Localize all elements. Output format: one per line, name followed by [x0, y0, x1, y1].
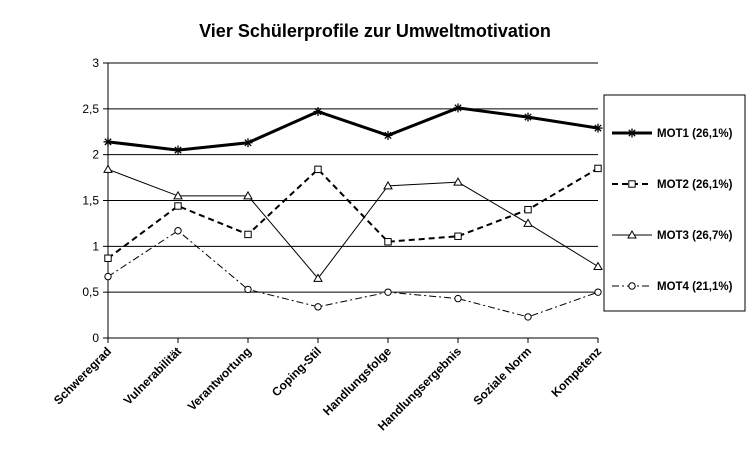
legend-mot2-marker: [628, 180, 636, 188]
series-mot3-point: [453, 177, 463, 186]
series-mot3-point: [173, 190, 183, 200]
series-mot2-point: [594, 164, 602, 173]
series-mot4-point: [594, 288, 602, 296]
y-tick-label: 2,5: [82, 102, 99, 116]
series-mot2-line: [107, 167, 599, 260]
series-mot1-point: [453, 103, 463, 113]
x-tick-label-soziale-norm: Soziale Norm: [470, 344, 534, 408]
legend-box: [603, 94, 746, 312]
y-tick-label: 3: [92, 56, 99, 70]
x-tick-label-handlungsfolge: Handlungsfolge: [320, 344, 394, 418]
legend-mot1-marker: [627, 128, 637, 138]
y-tick-label: 1,5: [82, 194, 99, 208]
y-tick-label: 0: [92, 331, 99, 345]
legend-mot3-marker: [627, 229, 637, 239]
series-mot1: [103, 103, 603, 155]
x-tick-label-schweregrad: Schweregrad: [51, 344, 114, 407]
series-mot2-point: [244, 230, 252, 239]
series-mot3-point: [313, 273, 323, 282]
series-mot1-point: [593, 123, 603, 133]
x-tick-label-vulnerabilität: Vulnerabilität: [121, 344, 184, 407]
series-mot1-line: [107, 106, 599, 152]
series-mot1-point: [383, 130, 393, 140]
chart-title: Vier Schülerprofile zur Umweltmotivation: [199, 21, 551, 41]
series-mot3-point: [103, 164, 113, 173]
legend-mot1-label: MOT1 (26,1%): [657, 128, 733, 140]
series-mot4-point: [104, 272, 112, 281]
series-mot3-point: [523, 218, 533, 227]
legend-mot2-label: MOT2 (26,1%): [657, 179, 733, 191]
series-mot4-line: [107, 230, 599, 318]
series-mot2: [104, 164, 602, 262]
y-tick-label: 0,5: [82, 285, 99, 299]
series-mot4: [104, 227, 602, 321]
series-mot2-point: [174, 202, 182, 210]
legend: MOT1 (26,1%) MOT2 (26,1%) MOT3 (26,7%) MOT4…: [603, 94, 746, 312]
x-tick-label-coping-stil: Coping-Stil: [269, 344, 324, 399]
y-tick-label: 1: [92, 239, 99, 253]
series-mot2-point: [454, 232, 462, 240]
series-mot2-point: [384, 238, 392, 246]
y-tick-label: 2: [92, 148, 99, 162]
series-mot1-point: [523, 112, 533, 122]
legend-mot4: MOT4 (21,1%): [612, 281, 733, 293]
series-mot1-point: [103, 137, 113, 147]
series-mot4-point: [384, 288, 392, 296]
series-mot3-line: [107, 168, 599, 280]
series-mot1-point: [313, 107, 323, 117]
series-mot3-point: [243, 190, 253, 200]
series-mot2-point: [314, 165, 322, 174]
legend-mot1: MOT1 (26,1%): [612, 128, 733, 140]
series-mot4-point: [174, 227, 182, 235]
series-mot4-point: [524, 313, 532, 321]
x-tick-label-verantwortung: Verantwortung: [185, 344, 254, 413]
legend-mot3: MOT3 (26,7%): [612, 229, 733, 242]
axes: 0 0,5 1 1,5 2 2,5 3 Schweregrad Vulnerabilität Ve…: [51, 56, 604, 433]
x-tick-label-kompetenz: Kompetenz: [548, 344, 604, 400]
series: [103, 103, 603, 321]
series-mot4-point: [454, 294, 462, 303]
series-mot3-point: [593, 261, 603, 270]
series-mot4-point: [314, 303, 322, 311]
series-mot1-point: [173, 145, 183, 155]
series-mot2-point: [104, 254, 112, 262]
series-mot1-point: [243, 138, 253, 148]
series-mot3-point: [383, 180, 393, 190]
legend-mot2: MOT2 (26,1%): [612, 179, 733, 191]
grid: [108, 62, 598, 339]
series-mot4-point: [244, 285, 252, 294]
legend-mot4-marker: [628, 282, 636, 290]
legend-mot4-label: MOT4 (21,1%): [657, 281, 733, 293]
legend-mot3-label: MOT3 (26,7%): [657, 230, 733, 242]
series-mot2-point: [524, 205, 532, 214]
series-mot3: [103, 164, 603, 282]
